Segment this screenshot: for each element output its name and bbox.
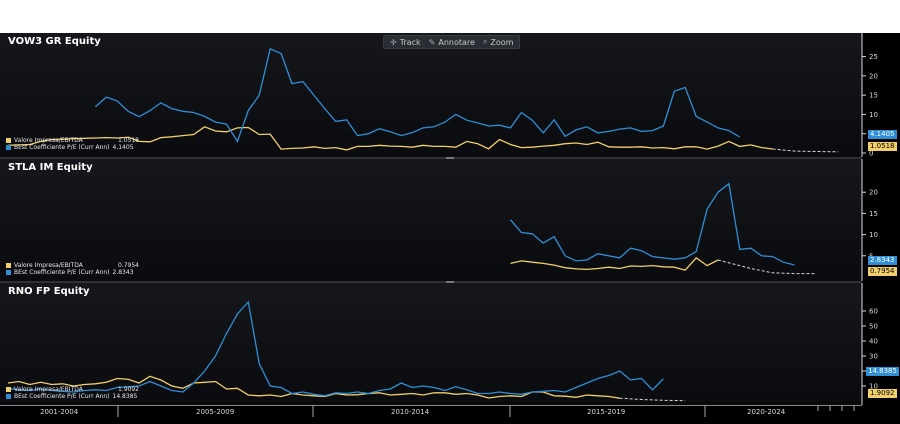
panel-stla[interactable]: 5101520 STLA IM Equity Valore Impresa/EB… (0, 159, 900, 281)
legend-swatch (6, 138, 11, 143)
last-value-tag-blue: 14.8385 (866, 367, 899, 376)
last-value-tag-yellow: 0.7954 (868, 267, 897, 276)
legend-series-value: 0.7954 (118, 262, 139, 269)
y-tick-label: 15 (869, 210, 878, 218)
pencil-icon: ✎ (428, 37, 436, 47)
legend-series-name: Valore Impresa/EBITDA (14, 386, 83, 393)
last-value-tag-yellow: 1.9092 (868, 389, 897, 398)
series-line (510, 257, 719, 271)
top-white-strip (0, 0, 900, 33)
y-tick-label: 30 (869, 353, 878, 361)
legend-swatch (6, 387, 11, 392)
panel-title-stla: STLA IM Equity (8, 162, 93, 173)
series-line (510, 182, 795, 266)
series-line (94, 48, 741, 143)
y-tick-label: 15 (869, 92, 878, 100)
forecast-line (772, 148, 839, 153)
legend-swatch (6, 270, 11, 275)
x-axis-svg (0, 405, 862, 417)
panel-title-vow3: VOW3 GR Equity (8, 36, 101, 47)
legend-series-value: 14.8385 (112, 393, 138, 400)
series-line (7, 300, 664, 397)
legend-series-value: 2.8343 (112, 269, 134, 276)
stla-chart-svg: 5101520 (510, 159, 878, 281)
crosshair-icon: ✛ (390, 37, 397, 47)
x-axis: 2001-2004 2005-2009 2010-2014 2015-2019 … (0, 405, 900, 424)
panel-background (0, 33, 862, 157)
legend-series-name: BEst Coefficiente P/E (Curr Ann) (14, 393, 110, 400)
chart-toolbar: ✛ Track ✎ Annotare ⌕ Zoom (383, 35, 521, 49)
x-tick-label: 2015-2019 (587, 408, 626, 416)
panel-rno[interactable]: 102030405060 RNO FP Equity Valore Impres… (0, 283, 900, 405)
legend-swatch (6, 263, 11, 268)
panel-divider[interactable] (0, 281, 862, 283)
y-tick-label: 20 (869, 72, 878, 80)
legend-series-value: 1.0518 (118, 137, 139, 144)
legend-entry: BEst Coefficiente P/E (Curr Ann) 4.1405 (6, 144, 139, 151)
track-label: Track (399, 37, 421, 47)
y-tick-label: 20 (869, 189, 878, 197)
resize-grip[interactable] (446, 157, 454, 159)
y-tick-label: 10 (869, 231, 878, 239)
y-tick-label: 40 (869, 338, 878, 346)
legend-swatch (6, 394, 11, 399)
legend-entry: Valore Impresa/EBITDA 1.9092 (6, 386, 139, 393)
vow3-chart-svg: 0510152025 (7, 33, 878, 158)
y-tick-label: 25 (869, 53, 878, 61)
y-tick-label: 10 (869, 111, 878, 119)
last-value-tag-yellow: 1.0518 (868, 142, 897, 151)
panel-title-rno: RNO FP Equity (8, 286, 90, 297)
legend-series-value: 1.9092 (118, 386, 139, 393)
zoom-label: Zoom (490, 37, 514, 47)
forecast-line (717, 259, 817, 275)
legend-entry: BEst Coefficiente P/E (Curr Ann) 14.8385 (6, 393, 139, 400)
x-tick-label: 2010-2014 (391, 408, 430, 416)
series-line (7, 375, 620, 399)
y-tick-label: 60 (869, 308, 878, 316)
legend-series-name: BEst Coefficiente P/E (Curr Ann) (14, 144, 110, 151)
x-tick-label: 2005-2009 (196, 408, 235, 416)
legend-swatch (6, 145, 11, 150)
panel-background (0, 159, 862, 281)
legend-series-name: Valore Impresa/EBITDA (14, 262, 83, 269)
last-value-tag-blue: 2.8343 (868, 256, 897, 265)
annotate-button[interactable]: ✎ Annotare (429, 38, 475, 47)
legend-entry: Valore Impresa/EBITDA 1.0518 (6, 137, 139, 144)
forecast-line (619, 397, 686, 402)
legend-stla: Valore Impresa/EBITDA 0.7954 BEst Coeffi… (6, 262, 139, 276)
legend-entry: Valore Impresa/EBITDA 0.7954 (6, 262, 139, 269)
track-button[interactable]: ✛ Track (390, 38, 421, 47)
legend-rno: Valore Impresa/EBITDA 1.9092 BEst Coeffi… (6, 386, 139, 400)
resize-grip[interactable] (446, 281, 454, 283)
panel-vow3[interactable]: 0510152025 VOW3 GR Equity ✛ Track ✎ Anno… (0, 33, 900, 157)
legend-series-name: BEst Coefficiente P/E (Curr Ann) (14, 269, 110, 276)
y-tick-label: 0 (869, 150, 873, 158)
y-tick-label: 50 (869, 323, 878, 331)
x-tick-label: 2001-2004 (40, 408, 79, 416)
zoom-button[interactable]: ⌕ Zoom (483, 37, 514, 47)
legend-series-name: Valore Impresa/EBITDA (14, 137, 83, 144)
y-tick-label: 10 (869, 383, 878, 391)
legend-series-value: 4.1405 (112, 144, 134, 151)
legend-vow3: Valore Impresa/EBITDA 1.0518 BEst Coeffi… (6, 137, 139, 151)
magnifier-icon: ⌕ (482, 37, 488, 46)
panel-divider[interactable] (0, 157, 862, 159)
chart-area: 0510152025 VOW3 GR Equity ✛ Track ✎ Anno… (0, 33, 900, 424)
annotate-label: Annotare (438, 37, 475, 47)
legend-entry: BEst Coefficiente P/E (Curr Ann) 2.8343 (6, 269, 139, 276)
series-line (7, 126, 773, 151)
last-value-tag-blue: 4.1405 (868, 130, 897, 139)
x-tick-label: 2020-2024 (747, 408, 786, 416)
